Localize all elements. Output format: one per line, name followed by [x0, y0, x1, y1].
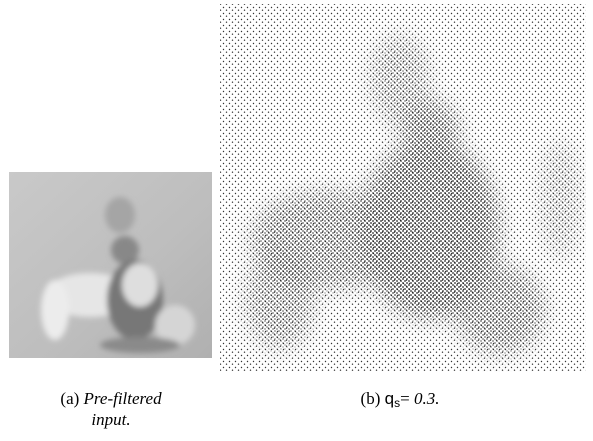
caption-b: (b) qs= 0.3.: [330, 388, 470, 414]
symbol: q: [385, 389, 394, 408]
value-text: 0.3.: [414, 389, 440, 408]
panel-b-stipple: [220, 4, 586, 372]
caption-text: input.: [91, 410, 130, 429]
caption-text: Pre-filtered: [84, 389, 162, 408]
figure-images: [0, 0, 593, 380]
panel-a-image: [9, 172, 212, 358]
caption-label: (b): [361, 389, 381, 408]
caption-label: (a): [60, 389, 79, 408]
caption-a: (a) Pre-filtered input.: [51, 388, 171, 430]
figure: (a) Pre-filtered input. (b) qs= 0.3. (()…: [0, 0, 593, 441]
equals: =: [400, 389, 410, 408]
